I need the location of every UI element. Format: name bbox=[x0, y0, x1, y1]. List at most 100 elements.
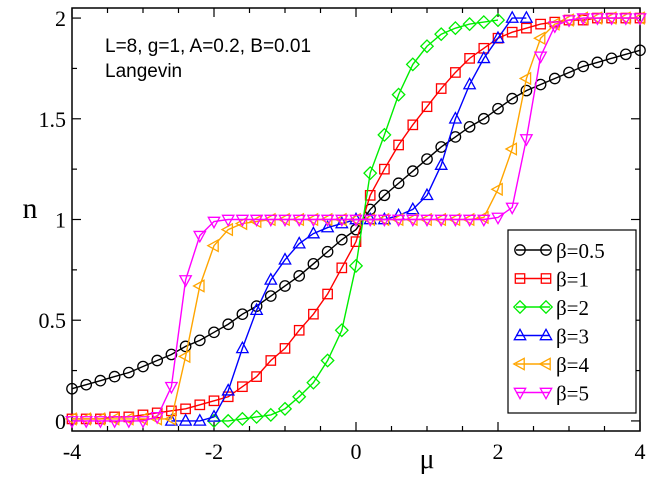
x-tick-label: 2 bbox=[493, 439, 504, 464]
series-line bbox=[72, 17, 640, 422]
data-point bbox=[178, 349, 191, 364]
data-point bbox=[334, 323, 349, 338]
data-point bbox=[434, 157, 448, 170]
data-point bbox=[165, 348, 178, 361]
data-point bbox=[335, 214, 349, 228]
x-tick-label: 0 bbox=[351, 439, 362, 464]
data-point bbox=[292, 236, 306, 249]
data-point bbox=[278, 214, 292, 228]
data-point bbox=[322, 288, 333, 300]
data-point bbox=[107, 416, 122, 429]
data-point bbox=[178, 413, 193, 426]
data-point bbox=[377, 214, 392, 228]
data-point bbox=[208, 326, 220, 339]
data-point bbox=[150, 412, 164, 425]
legend-marker bbox=[539, 327, 553, 341]
data-point bbox=[407, 119, 419, 131]
data-point bbox=[348, 258, 364, 273]
data-point bbox=[392, 177, 405, 190]
data-point bbox=[464, 53, 475, 64]
legend-label: β=5 bbox=[556, 382, 589, 406]
legend-marker bbox=[513, 327, 527, 341]
data-point bbox=[320, 353, 335, 368]
data-point bbox=[633, 13, 647, 26]
legend-marker bbox=[538, 299, 554, 315]
legend-item: β=2 bbox=[512, 296, 589, 320]
x-axis-title: μ bbox=[419, 444, 434, 475]
data-point bbox=[222, 318, 235, 331]
data-point bbox=[518, 71, 532, 86]
data-point bbox=[336, 262, 348, 274]
legend-item: β=4 bbox=[512, 353, 590, 377]
data-point bbox=[207, 409, 221, 422]
data-point bbox=[307, 257, 320, 270]
legend-marker bbox=[512, 357, 525, 371]
data-point bbox=[434, 27, 449, 42]
data-point bbox=[491, 212, 505, 226]
data-point bbox=[577, 60, 590, 73]
legend-item: β=0.5 bbox=[514, 239, 605, 263]
data-point bbox=[448, 214, 463, 228]
data-point bbox=[164, 381, 179, 395]
data-point bbox=[237, 381, 248, 393]
data-point bbox=[79, 416, 93, 429]
data-point bbox=[306, 226, 321, 239]
data-point bbox=[122, 416, 136, 429]
data-point bbox=[420, 187, 434, 201]
data-point bbox=[206, 238, 219, 253]
data-point bbox=[306, 375, 321, 390]
y-tick-label: 2 bbox=[55, 6, 66, 31]
legend-label: β=2 bbox=[556, 296, 589, 320]
data-point bbox=[434, 214, 448, 228]
data-point bbox=[349, 214, 363, 228]
data-point bbox=[505, 202, 519, 215]
data-point bbox=[221, 383, 235, 396]
data-point bbox=[80, 378, 93, 391]
data-point bbox=[264, 290, 277, 302]
data-point bbox=[634, 44, 646, 57]
data-point bbox=[604, 13, 619, 26]
legend-label: β=1 bbox=[556, 268, 589, 292]
x-tick-label: 4 bbox=[635, 439, 646, 464]
data-point bbox=[406, 201, 420, 215]
x-tick-label: -2 bbox=[205, 439, 223, 464]
data-point bbox=[192, 279, 205, 293]
data-point bbox=[377, 127, 392, 143]
y-tick-label: 0.5 bbox=[39, 308, 67, 333]
data-point bbox=[164, 413, 179, 426]
data-point bbox=[462, 214, 477, 228]
data-point bbox=[220, 222, 234, 237]
data-point bbox=[137, 360, 149, 373]
data-point bbox=[591, 56, 604, 69]
data-point bbox=[448, 21, 463, 36]
data-point bbox=[490, 12, 506, 28]
data-point bbox=[178, 275, 193, 288]
legend-item: β=3 bbox=[513, 325, 589, 349]
data-point bbox=[535, 18, 546, 30]
y-tick-label: 1 bbox=[55, 208, 66, 233]
data-point bbox=[308, 308, 319, 320]
data-point bbox=[235, 340, 250, 354]
data-point bbox=[321, 245, 334, 258]
data-point bbox=[93, 416, 108, 429]
data-point bbox=[263, 407, 278, 423]
data-point bbox=[279, 280, 291, 292]
data-point bbox=[66, 382, 78, 395]
legend-marker bbox=[538, 357, 551, 371]
legend-label: β=4 bbox=[556, 353, 590, 377]
data-point bbox=[364, 189, 376, 201]
data-point bbox=[490, 182, 503, 197]
series-5 bbox=[64, 11, 645, 426]
data-point bbox=[136, 416, 150, 429]
data-point bbox=[350, 236, 362, 248]
data-point bbox=[450, 67, 461, 78]
data-point bbox=[590, 13, 605, 26]
legend-marker bbox=[513, 387, 527, 401]
data-point bbox=[605, 52, 618, 65]
data-point bbox=[563, 66, 575, 79]
data-point bbox=[519, 134, 534, 147]
data-point bbox=[264, 272, 278, 285]
data-point bbox=[462, 76, 477, 90]
data-point bbox=[391, 87, 406, 102]
